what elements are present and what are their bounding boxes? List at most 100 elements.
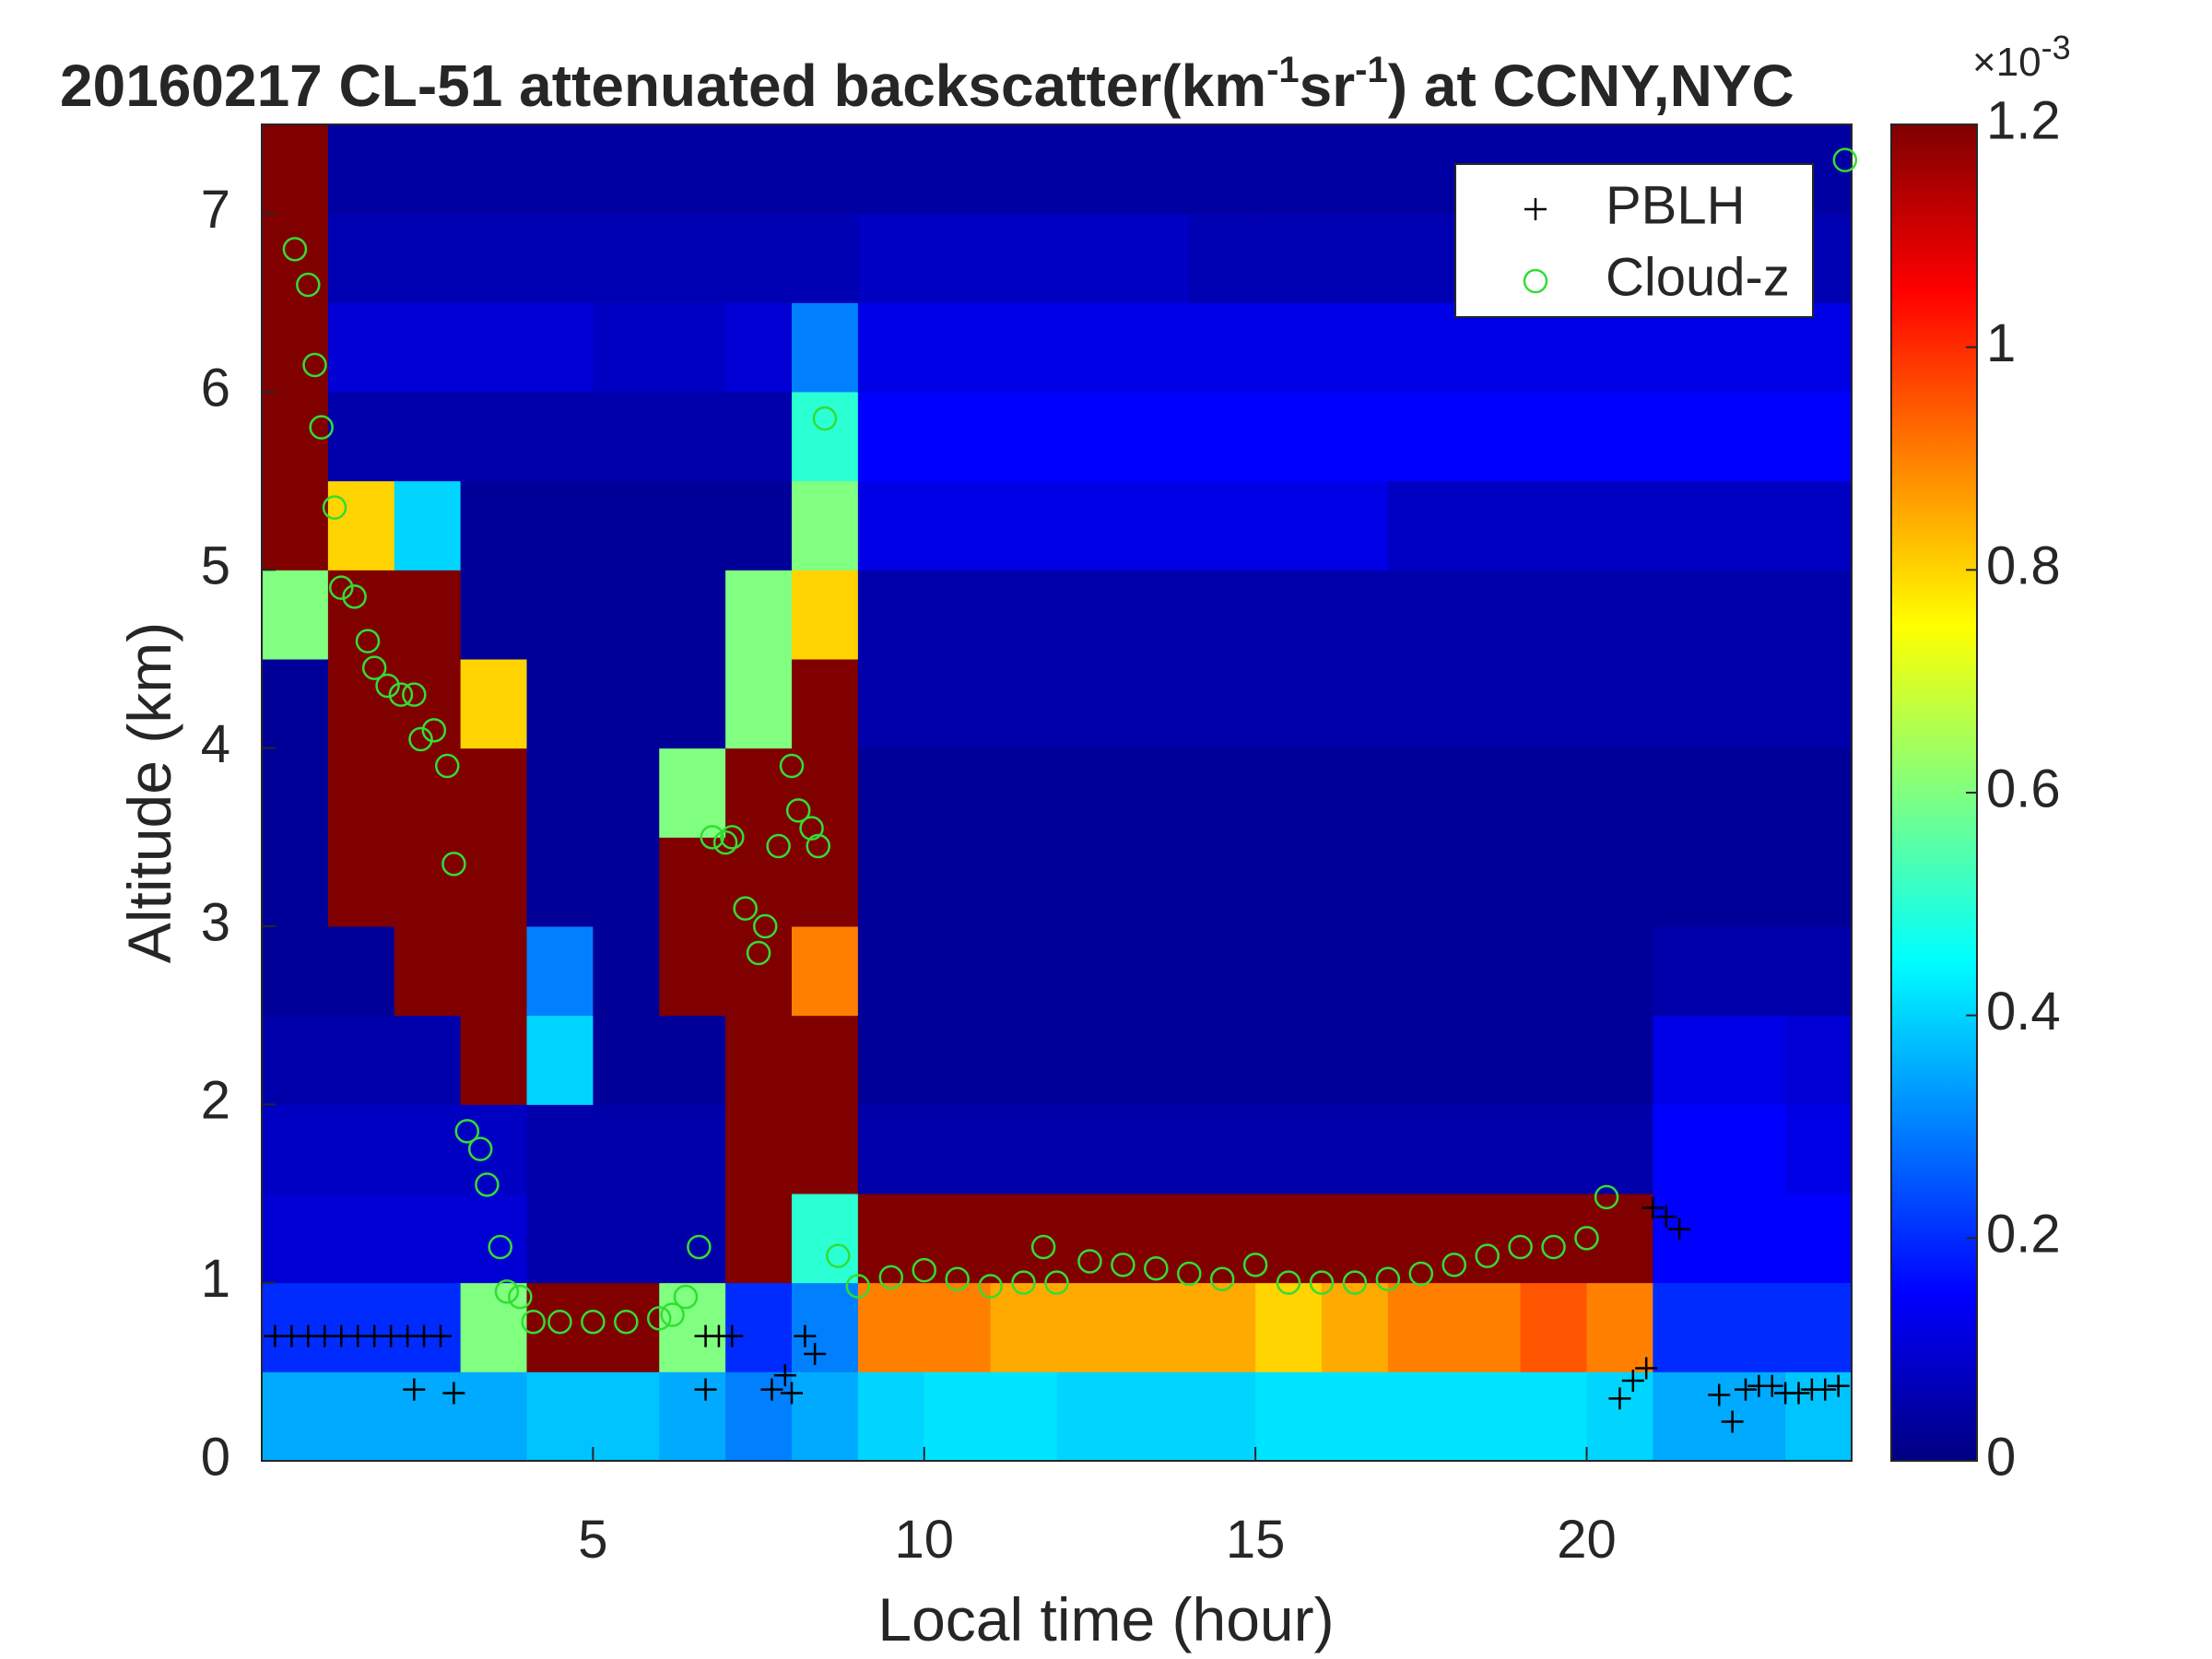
heatmap-cell [1189,1282,1256,1372]
heatmap-cell [857,1194,925,1284]
heatmap-cell [1056,747,1124,838]
colorbar-tick-label: 0 [1986,1427,2016,1487]
heatmap-cell [593,926,660,1017]
heatmap-cell [1520,837,1587,927]
heatmap-cell [792,1282,859,1372]
heatmap-cell [857,659,925,749]
heatmap-cell [1123,1282,1190,1372]
heatmap-cell [725,659,793,749]
heatmap-cell [1322,124,1389,215]
heatmap-cell [1785,926,1853,1017]
heatmap-cell [1255,1371,1323,1462]
heatmap-cell [659,1282,726,1372]
heatmap-cell [1785,1015,1853,1105]
cloud-marker [1574,1226,1599,1251]
heatmap-cell [1653,1194,1720,1284]
heatmap-cell [1520,1015,1587,1105]
heatmap-cell [1123,747,1190,838]
cloud-marker [282,237,308,262]
heatmap-cell [1056,392,1124,482]
pblh-marker [804,1343,827,1365]
heatmap-cell [593,659,660,749]
heatmap-cell [1586,480,1653,571]
heatmap-cell [1255,480,1323,571]
heatmap-cell [1653,1371,1720,1462]
heatmap-cell [1056,837,1124,927]
heatmap-cell [1586,1371,1653,1462]
heatmap-cell [1453,1371,1522,1462]
heatmap-cell [1653,1015,1720,1105]
heatmap-cell [593,570,660,660]
heatmap-cell [327,1282,395,1372]
heatmap-cell [990,837,1057,927]
heatmap-cell [1056,1282,1124,1372]
heatmap-cell [1189,213,1256,303]
heatmap-cell [924,837,992,927]
heatmap-cell [792,1371,859,1462]
heatmap-cell [394,1371,462,1462]
heatmap-cell [990,392,1057,482]
heatmap-cell [792,1194,859,1284]
heatmap-cell [1255,302,1323,393]
cloud-marker [712,830,738,855]
heatmap-cell [1520,570,1587,660]
heatmap-cell [924,1015,992,1105]
heatmap-cell [1056,480,1124,571]
heatmap-cell [659,747,726,838]
heatmap-cell [1322,302,1389,393]
heatmap-cell [1189,926,1256,1017]
heatmap-cell [792,837,859,927]
cloud-marker [488,1234,512,1260]
heatmap-cell [1189,124,1256,215]
pblh-marker [1760,1374,1783,1397]
heatmap-cell [262,124,329,215]
heatmap-cell [725,570,793,660]
heatmap-cell [394,213,462,303]
heatmap-cell [1785,747,1853,838]
heatmap-cell [924,747,992,838]
heatmap-cell [327,1194,395,1284]
heatmap-cell [857,392,925,482]
heatmap-cell [857,480,925,571]
heatmap-cell [262,659,329,749]
heatmap-cell [990,570,1057,660]
heatmap-cell [460,302,527,393]
heatmap-cell [1453,1104,1522,1194]
cloud-marker [1832,147,1858,172]
heatmap-cell [1189,747,1256,838]
cloud-marker [826,1243,851,1268]
heatmap-cell [1056,926,1124,1017]
heatmap-cell [1586,392,1653,482]
heatmap-cell [857,1371,925,1462]
heatmap-cell [1520,392,1587,482]
heatmap-cell [792,659,859,749]
heatmap-cell [1322,1104,1389,1194]
heatmap-cell [857,302,925,393]
cloud-marker [521,1309,546,1335]
heatmap-cell [1586,747,1653,838]
heatmap-cell [1520,747,1587,838]
cloud-marker [342,584,367,609]
heatmap-cell [394,837,462,927]
heatmap-cell [394,124,462,215]
heatmap-cell [593,392,660,482]
colorbar-tick-label: 0.8 [1986,536,2061,596]
heatmap-cell [1322,1371,1389,1462]
heatmap-cell [1322,392,1389,482]
heatmap-cell [1520,1194,1587,1284]
heatmap-cell [659,124,726,215]
heatmap-cell [792,570,859,660]
heatmap-cell [460,659,527,749]
heatmap-cell [1123,570,1190,660]
cloud-marker [1342,1270,1368,1295]
heatmap-cell [593,124,660,215]
heatmap-cell [924,392,992,482]
heatmap-cell [990,302,1057,393]
heatmap-cell [990,1015,1057,1105]
cloud-marker [845,1274,871,1299]
cloud-marker [753,913,778,939]
cloud-marker [1276,1270,1301,1295]
heatmap-cell [262,392,329,482]
heatmap-cell [1785,659,1853,749]
heatmap-cell [394,1194,462,1284]
